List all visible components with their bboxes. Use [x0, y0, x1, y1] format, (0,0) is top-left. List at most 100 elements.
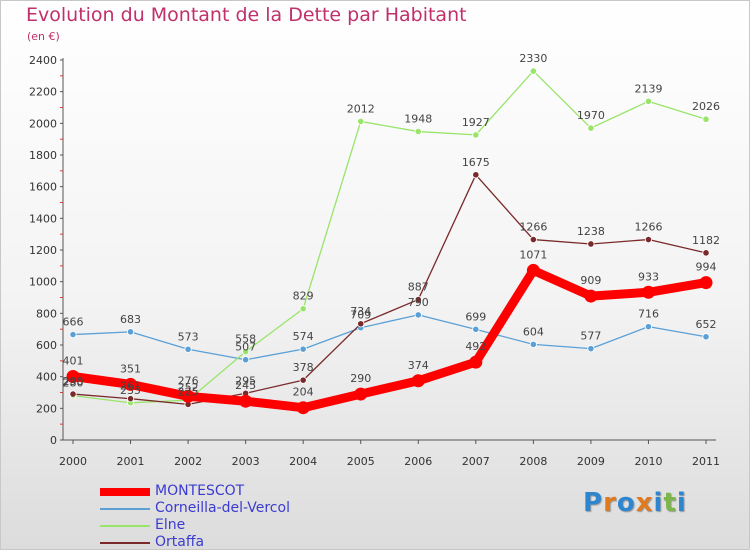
legend-label: Elne	[155, 517, 186, 533]
proxiti-logo: Proxiti	[583, 488, 687, 518]
x-tick-label: 2009	[577, 455, 605, 468]
data-label: 933	[638, 270, 659, 283]
x-tick-label: 2005	[347, 455, 375, 468]
data-label: 401	[63, 355, 84, 368]
data-label: 683	[120, 313, 141, 326]
legend-swatch	[100, 508, 150, 510]
data-label: 734	[350, 305, 371, 318]
data-point	[587, 240, 595, 248]
data-point	[66, 370, 80, 384]
data-point	[69, 390, 77, 398]
data-label: 709	[350, 309, 371, 322]
x-tick-label: 2006	[404, 455, 432, 468]
logo-letter: i	[653, 488, 664, 518]
data-label: 1675	[462, 156, 490, 169]
logo-letter: o	[616, 488, 636, 518]
series-line	[68, 265, 711, 413]
data-point	[641, 285, 655, 299]
data-point	[239, 394, 253, 408]
x-tick-label: 2008	[519, 455, 547, 468]
series-ortaffa	[69, 171, 710, 408]
legend-swatch	[100, 542, 150, 544]
logo-letter: P	[583, 488, 604, 518]
x-tick-label: 2000	[59, 455, 87, 468]
data-label: 351	[120, 362, 141, 375]
data-point	[644, 97, 653, 105]
chart-title: Evolution du Montant de la Dette par Hab…	[26, 4, 467, 26]
logo-letter: i	[676, 488, 687, 518]
data-point	[411, 374, 425, 388]
data-label: 1948	[404, 113, 432, 126]
series-corneilla-del-vercol	[69, 311, 710, 364]
chart-subtitle: (en €)	[27, 30, 60, 43]
data-label: 276	[178, 374, 199, 387]
series-elne	[69, 67, 710, 407]
y-tick-label: 400	[36, 371, 57, 384]
y-tick-label: 1200	[29, 244, 57, 257]
y-tick-label: 2200	[29, 86, 57, 99]
y-tick-label: 2000	[29, 117, 57, 130]
data-label: 1927	[462, 116, 490, 129]
legend-label: Ortaffa	[155, 534, 205, 550]
data-label: 2012	[347, 102, 375, 115]
data-point	[414, 295, 422, 304]
data-point	[299, 345, 307, 353]
data-point	[181, 389, 195, 403]
data-label: 290	[63, 375, 84, 388]
data-point	[354, 387, 368, 401]
data-point	[644, 235, 653, 244]
data-point	[702, 115, 710, 123]
logo-letter: x	[635, 488, 654, 518]
data-label: 492	[465, 340, 486, 353]
data-label: 290	[350, 372, 371, 385]
data-label: 2026	[692, 100, 720, 113]
data-point	[126, 328, 135, 336]
data-point	[472, 131, 480, 139]
data-label: 829	[293, 290, 314, 303]
x-tick-label: 2002	[174, 455, 202, 468]
data-label: 374	[408, 359, 429, 372]
data-point	[126, 395, 135, 403]
legend-swatch	[100, 488, 150, 496]
y-tick-label: 1800	[29, 149, 57, 162]
data-point	[529, 340, 537, 348]
x-tick-label: 2003	[232, 455, 260, 468]
y-tick-label: 1400	[29, 212, 57, 225]
legend-label: MONTESCOT	[155, 483, 245, 499]
data-point	[702, 249, 710, 257]
data-label: 280	[63, 377, 84, 390]
data-label: 574	[293, 330, 314, 343]
data-point	[242, 356, 250, 364]
data-label: 235	[120, 384, 141, 397]
data-label: 1238	[577, 225, 605, 238]
data-label: 716	[638, 308, 659, 321]
logo-letter: t	[663, 488, 677, 518]
data-label: 295	[235, 374, 256, 387]
data-point	[469, 355, 483, 369]
data-point	[587, 124, 595, 132]
data-label: 577	[580, 330, 601, 343]
data-label: 666	[63, 316, 84, 329]
data-label: 887	[408, 281, 429, 294]
data-label: 994	[696, 261, 717, 274]
data-point	[699, 276, 713, 290]
legend-swatch	[100, 525, 150, 527]
data-label: 2330	[519, 52, 547, 65]
data-point	[357, 320, 365, 328]
x-tick-label: 2010	[634, 455, 662, 468]
series-line	[72, 70, 707, 404]
data-label: 604	[523, 325, 544, 338]
data-point	[644, 323, 653, 331]
data-label: 652	[696, 318, 717, 331]
y-tick-label: 200	[36, 402, 57, 415]
x-tick-label: 2011	[692, 455, 720, 468]
x-tick-label: 2004	[289, 455, 317, 468]
y-tick-label: 0	[50, 434, 57, 447]
data-label: 1266	[634, 221, 662, 234]
data-point	[69, 330, 77, 339]
data-label: 507	[235, 341, 256, 354]
data-point	[296, 401, 310, 415]
data-label: 558	[235, 333, 256, 346]
y-tick-label: 1600	[29, 181, 57, 194]
